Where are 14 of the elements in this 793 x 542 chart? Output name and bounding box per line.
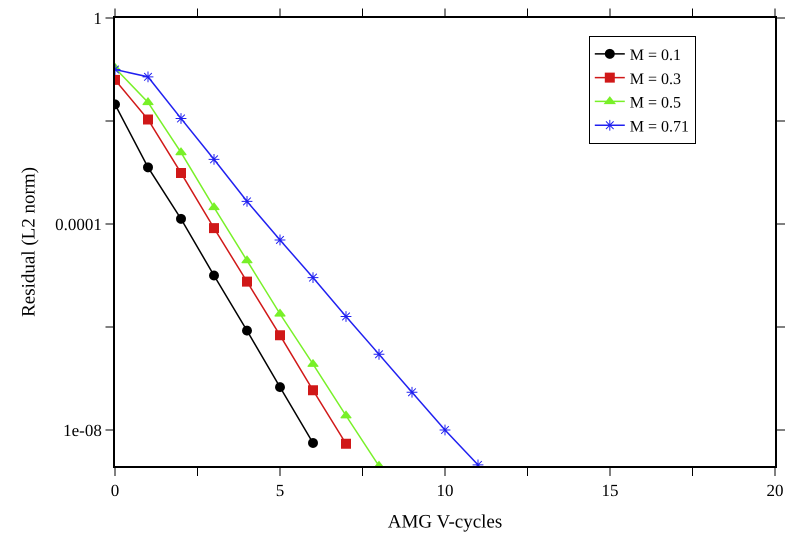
y-tick-label: 1 bbox=[93, 8, 102, 28]
legend-label: M = 0.5 bbox=[630, 94, 682, 112]
x-tick-label: 0 bbox=[110, 481, 120, 500]
x-tick-label: 10 bbox=[436, 481, 454, 500]
y-axis-title: Residual (L2 norm) bbox=[18, 167, 40, 317]
x-tick-label: 5 bbox=[276, 481, 284, 500]
y-tick-label: 1e-08 bbox=[63, 420, 102, 440]
x-tick-label: 20 bbox=[766, 481, 784, 500]
legend-label: M = 0.1 bbox=[630, 47, 682, 64]
x-tick-label: 15 bbox=[602, 481, 618, 500]
y-tick-label: 0.0001 bbox=[55, 214, 102, 234]
x-axis-title: AMG V-cycles bbox=[388, 511, 502, 532]
legend-label: M = 0.71 bbox=[630, 118, 690, 136]
legend-label: M = 0.3 bbox=[630, 70, 682, 88]
